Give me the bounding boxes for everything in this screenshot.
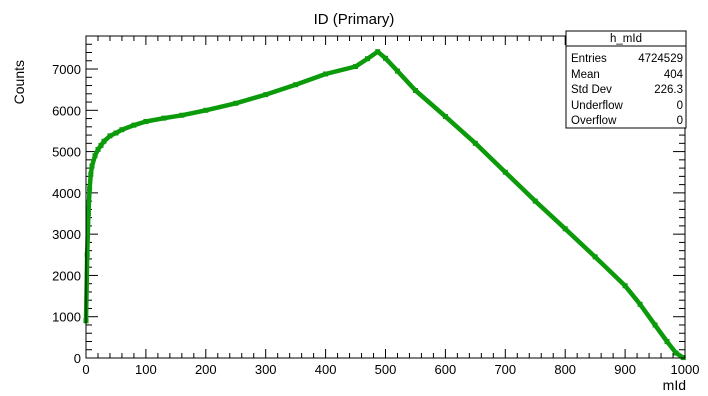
data-point	[394, 68, 400, 74]
data-point	[107, 133, 113, 139]
stats-label-underflow: Underflow	[571, 100, 623, 112]
stats-value-overflow: 0	[677, 115, 683, 127]
x-tick-label: 600	[435, 362, 457, 377]
series-line-0	[83, 49, 686, 360]
data-point	[95, 147, 101, 153]
x-tick-label: 900	[614, 362, 636, 377]
x-tick-label: 300	[255, 362, 277, 377]
data-point	[562, 226, 568, 232]
data-point	[131, 122, 137, 128]
data-point	[161, 115, 167, 121]
data-point	[233, 100, 239, 106]
stats-label-entries: Entries	[571, 53, 607, 65]
stats-box-frame	[565, 30, 687, 129]
stats-value-entries: 4724529	[638, 53, 683, 65]
stats-label-stddev: Std Dev	[571, 84, 612, 96]
data-point	[87, 186, 93, 192]
data-point	[412, 87, 418, 93]
data-point	[179, 112, 185, 118]
data-series	[83, 49, 686, 361]
chart-title: ID (Primary)	[314, 11, 395, 28]
data-point	[502, 169, 508, 175]
x-tick-label: 100	[135, 362, 157, 377]
data-point	[85, 211, 91, 217]
x-tick-label: 500	[375, 362, 397, 377]
data-point	[92, 153, 98, 159]
data-point	[375, 49, 381, 55]
x-tick-label: 700	[494, 362, 516, 377]
x-tick-label: 800	[554, 362, 576, 377]
data-point	[365, 56, 371, 62]
data-point	[203, 107, 209, 113]
data-point	[113, 130, 119, 136]
x-tick-label: 0	[82, 362, 89, 377]
stats-box: h_mId Entries 4724529 Mean 404 Std Dev 2…	[565, 30, 687, 129]
data-point	[84, 252, 90, 258]
data-point	[622, 283, 628, 289]
data-point	[353, 64, 359, 70]
data-point	[293, 82, 299, 88]
y-tick-label: 3000	[52, 227, 81, 242]
data-point	[637, 301, 643, 307]
data-point	[119, 127, 125, 133]
data-point	[592, 254, 598, 260]
stats-value-underflow: 0	[677, 100, 683, 112]
stats-box-title: h_mId	[610, 33, 642, 45]
y-axis-title: Counts	[11, 60, 27, 104]
data-point	[88, 171, 94, 177]
data-point	[323, 71, 329, 77]
x-axis-title: mId	[663, 377, 686, 393]
data-point	[652, 322, 658, 328]
y-tick-label: 6000	[52, 103, 81, 118]
stats-label-mean: Mean	[571, 69, 600, 81]
stats-label-overflow: Overflow	[571, 115, 617, 127]
data-point	[532, 198, 538, 204]
x-tick-label: 400	[315, 362, 337, 377]
x-tick-label: 1000	[671, 362, 700, 377]
stats-value-stddev: 226.3	[654, 84, 683, 96]
data-point	[263, 92, 269, 98]
data-point	[143, 118, 149, 124]
data-point	[673, 350, 679, 356]
plot-frame	[85, 35, 686, 359]
data-point	[98, 142, 104, 148]
data-point	[472, 140, 478, 146]
y-tick-label: 0	[74, 351, 81, 366]
data-point	[664, 338, 670, 344]
data-point	[101, 138, 107, 144]
data-point	[89, 163, 95, 169]
data-point	[442, 114, 448, 119]
x-tick-label: 200	[195, 362, 217, 377]
y-tick-label: 5000	[52, 145, 81, 160]
y-tick-label: 1000	[52, 310, 81, 325]
y-tick-label: 7000	[52, 62, 81, 77]
data-point	[383, 55, 388, 61]
y-tick-label: 2000	[52, 268, 81, 283]
y-tick-label: 4000	[52, 186, 81, 201]
stats-value-mean: 404	[664, 69, 684, 81]
